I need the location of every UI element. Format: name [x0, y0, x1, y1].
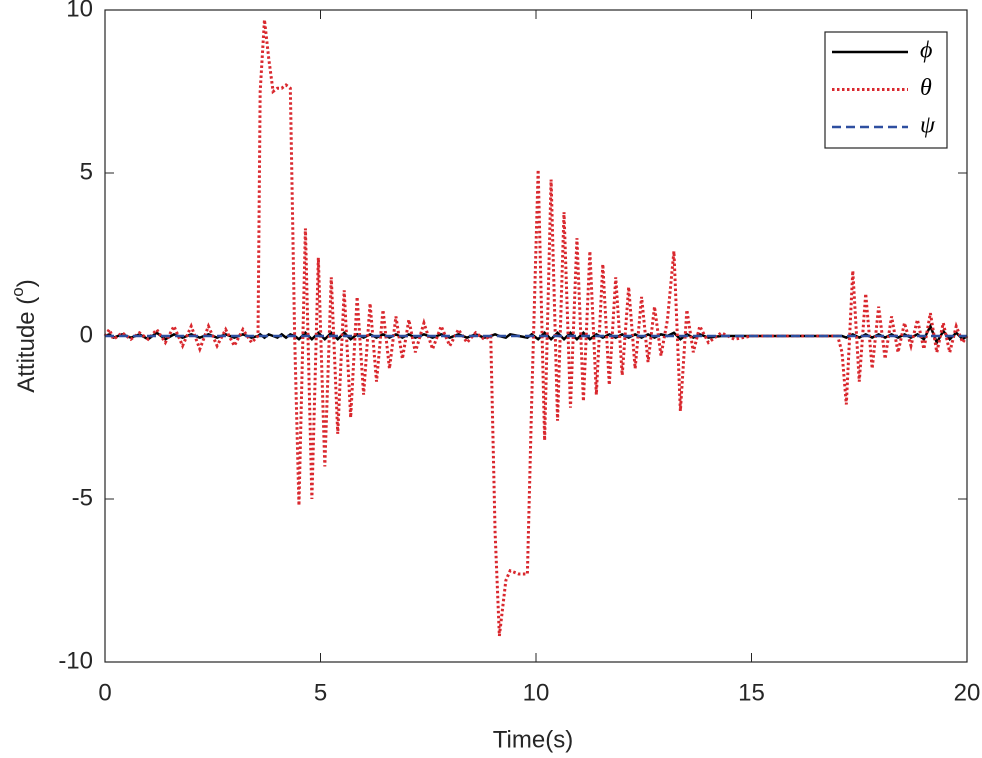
y-axis-label-text: Attitude ( [13, 297, 40, 393]
y-axis-label-sup: o [8, 287, 27, 296]
x-tick-label: 15 [738, 679, 765, 706]
legend-label: ψ [920, 113, 936, 139]
legend-label: θ [920, 75, 932, 101]
x-tick-label: 5 [314, 679, 327, 706]
x-tick-label: 20 [954, 679, 981, 706]
y-tick-label: -5 [72, 484, 93, 511]
y-tick-label: 0 [80, 321, 93, 348]
y-tick-label: 5 [80, 158, 93, 185]
y-axis-label: Attitude (o) [8, 279, 40, 393]
y-tick-label: -10 [58, 647, 93, 674]
legend: ϕθψ [824, 31, 948, 149]
x-tick-label: 10 [523, 679, 550, 706]
x-axis-label: Time(s) [493, 726, 573, 753]
y-axis-label-end: ) [13, 279, 40, 287]
x-tick-label: 0 [98, 679, 111, 706]
legend-label: ϕ [920, 38, 932, 64]
series-line [103, 19, 969, 637]
y-tick-label: 10 [66, 0, 93, 22]
plot-frame [104, 9, 968, 663]
